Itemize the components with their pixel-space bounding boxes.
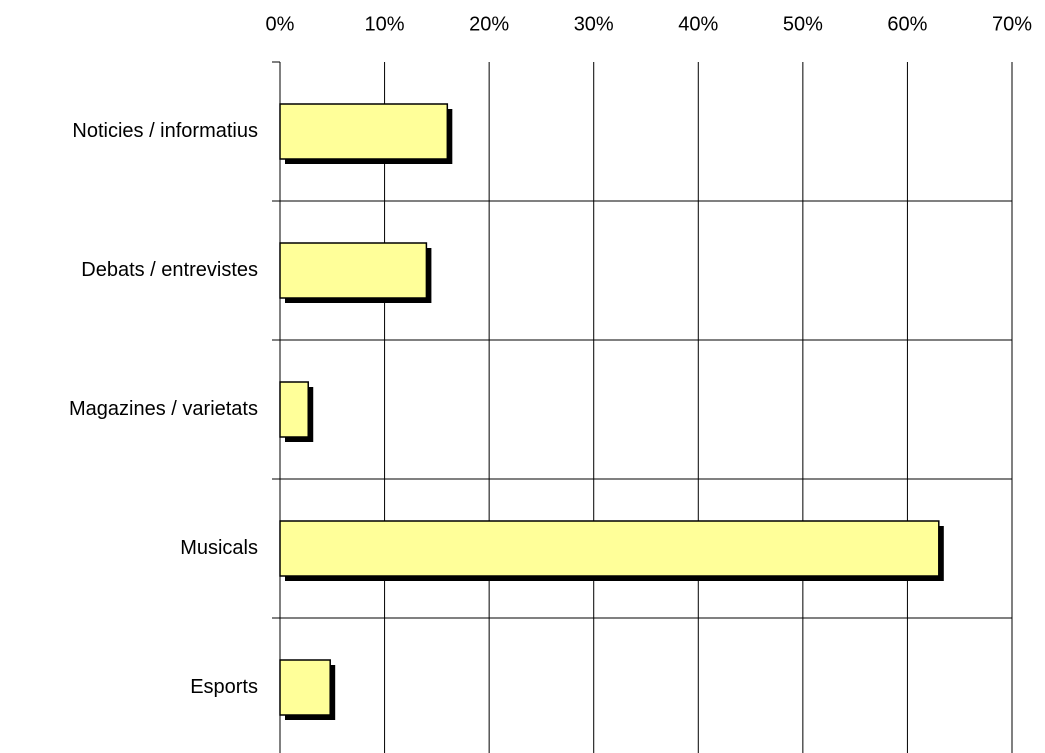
y-tick-label: Noticies / informatius [72,120,258,142]
y-tick-label: Esports [190,676,258,698]
bar [279,242,428,299]
y-tick-label: Musicals [180,537,258,559]
y-tick-label: Debats / entrevistes [81,259,258,281]
bar [279,659,331,716]
x-tick-label: 20% [469,13,509,35]
x-tick-label: 40% [678,13,718,35]
x-tick-label: 30% [574,13,614,35]
x-tick-label: 50% [783,13,823,35]
bar [279,381,309,438]
bar [279,520,940,577]
x-tick-label: 60% [887,13,927,35]
y-tick-label: Magazines / varietats [69,398,258,420]
x-tick-label: 10% [365,13,405,35]
x-tick-label: 70% [992,13,1032,35]
bar [279,103,449,160]
x-tick-label: 0% [266,13,295,35]
